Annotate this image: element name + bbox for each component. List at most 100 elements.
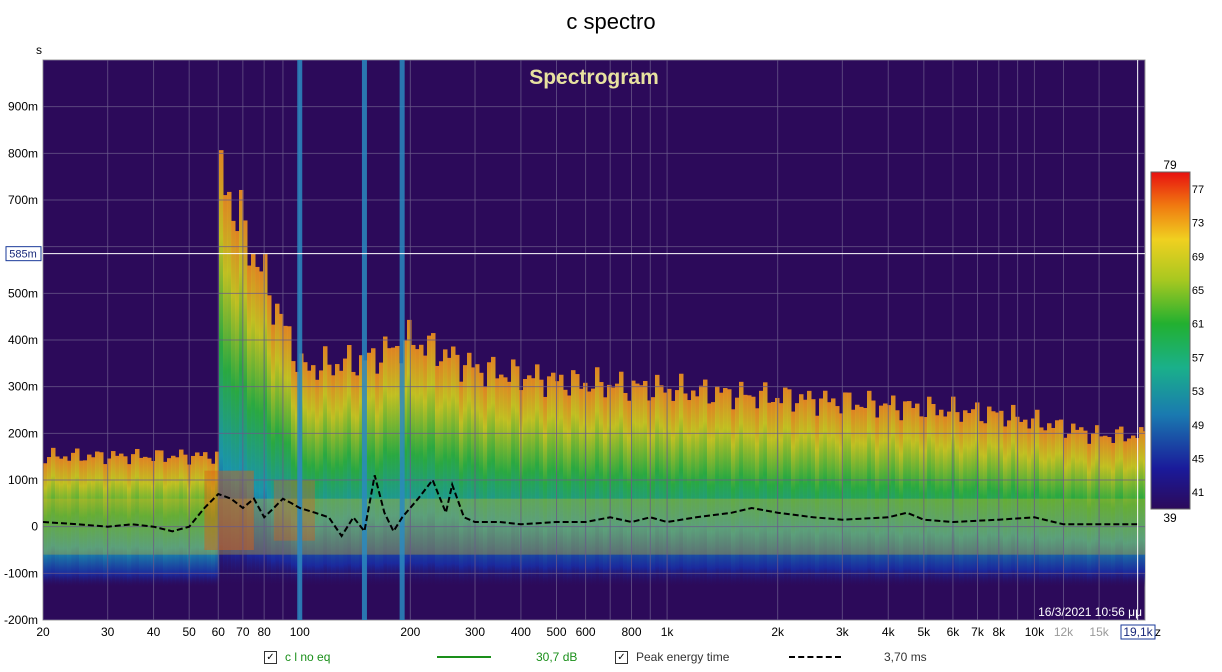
energy-column xyxy=(319,370,324,588)
energy-column xyxy=(1119,426,1124,588)
energy-column xyxy=(259,271,264,588)
energy-column xyxy=(955,412,960,588)
resonance-line xyxy=(399,60,405,620)
energy-column xyxy=(67,460,72,588)
energy-column xyxy=(999,410,1004,588)
energy-column xyxy=(831,398,836,588)
energy-column xyxy=(879,405,884,588)
energy-column xyxy=(1127,438,1132,588)
energy-column xyxy=(219,150,224,588)
energy-column xyxy=(555,381,560,588)
energy-column xyxy=(651,397,656,588)
color-scale-tick: 65 xyxy=(1192,285,1204,297)
energy-column xyxy=(107,458,112,588)
energy-column xyxy=(183,454,188,588)
energy-column xyxy=(751,396,756,588)
energy-column xyxy=(507,381,512,588)
energy-column xyxy=(963,410,968,588)
energy-column xyxy=(239,189,244,588)
energy-column xyxy=(819,398,824,588)
energy-column xyxy=(739,381,744,588)
energy-column xyxy=(43,463,48,588)
spectrogram-field xyxy=(43,150,1145,588)
energy-column xyxy=(935,415,940,588)
energy-column xyxy=(1067,433,1072,588)
energy-column xyxy=(687,400,692,588)
energy-column xyxy=(919,416,924,588)
color-scale-max: 79 xyxy=(1163,158,1177,172)
energy-column xyxy=(227,191,232,588)
energy-column xyxy=(407,319,412,588)
energy-column xyxy=(223,195,228,588)
energy-column xyxy=(415,349,420,588)
energy-column xyxy=(439,361,444,588)
energy-column xyxy=(511,359,516,588)
energy-column xyxy=(627,400,632,588)
energy-column xyxy=(311,365,316,588)
energy-column xyxy=(487,362,492,588)
legend-line-peak-energy-time xyxy=(789,648,841,666)
energy-column xyxy=(795,403,800,588)
energy-column xyxy=(235,231,240,588)
energy-column xyxy=(323,346,328,588)
energy-column xyxy=(763,382,768,588)
energy-column xyxy=(671,400,676,588)
legend-value-c-l-no-eq: 30,7 dB xyxy=(536,648,577,666)
energy-column xyxy=(939,409,944,588)
energy-column xyxy=(475,364,480,588)
energy-column xyxy=(971,409,976,588)
x-tick-label: 8k xyxy=(992,625,1006,639)
energy-column xyxy=(695,396,700,588)
energy-column xyxy=(279,313,284,588)
energy-column xyxy=(639,385,644,588)
color-scale-tick: 73 xyxy=(1192,218,1204,230)
legend-checkbox-c-l-no-eq[interactable]: ✓ xyxy=(264,650,277,664)
y-axis-ticks: 900m 800m 700m 500m 400m 300m 200m 100m 0 -100m -2… xyxy=(4,100,38,627)
energy-column xyxy=(883,403,888,588)
energy-column xyxy=(891,395,896,588)
cursor[interactable]: 585m 19,1k xyxy=(5,60,1156,640)
energy-column xyxy=(1083,430,1088,588)
energy-column xyxy=(267,295,272,588)
energy-column xyxy=(607,384,612,588)
energy-hotspot xyxy=(204,470,254,550)
energy-column xyxy=(1107,437,1112,588)
energy-column xyxy=(387,348,392,588)
legend-item-peak-energy-time: ✓ Peak energy time xyxy=(615,648,729,666)
energy-column xyxy=(823,390,828,588)
energy-column xyxy=(435,365,440,588)
y-axis-label: s xyxy=(36,43,42,57)
legend-checkbox-peak-energy-time[interactable]: ✓ xyxy=(615,650,628,664)
energy-column xyxy=(291,361,296,588)
energy-column xyxy=(635,383,640,588)
resonance-line xyxy=(361,60,367,620)
energy-column xyxy=(307,370,312,588)
energy-column xyxy=(171,455,176,588)
energy-column xyxy=(743,394,748,588)
energy-column xyxy=(103,464,108,588)
energy-column xyxy=(967,413,972,588)
energy-column xyxy=(471,367,476,588)
energy-column xyxy=(1039,427,1044,588)
energy-column xyxy=(575,374,580,588)
energy-column xyxy=(63,456,68,588)
energy-column xyxy=(587,391,592,588)
energy-column xyxy=(155,450,160,588)
energy-column xyxy=(903,401,908,588)
energy-column xyxy=(815,415,820,588)
energy-column xyxy=(419,344,424,588)
x-tick-label: 12k xyxy=(1054,625,1074,639)
color-scale-min: 39 xyxy=(1163,511,1177,525)
energy-column xyxy=(647,400,652,588)
legend-label: c l no eq xyxy=(285,650,331,664)
energy-column xyxy=(767,402,772,588)
cursor-freq-label: 19,1k xyxy=(1123,625,1153,639)
energy-column xyxy=(167,458,172,588)
energy-column xyxy=(99,452,104,588)
energy-column xyxy=(135,448,140,588)
energy-column xyxy=(463,365,468,588)
energy-column xyxy=(1007,420,1012,588)
energy-column xyxy=(783,387,788,588)
energy-column xyxy=(839,413,844,588)
